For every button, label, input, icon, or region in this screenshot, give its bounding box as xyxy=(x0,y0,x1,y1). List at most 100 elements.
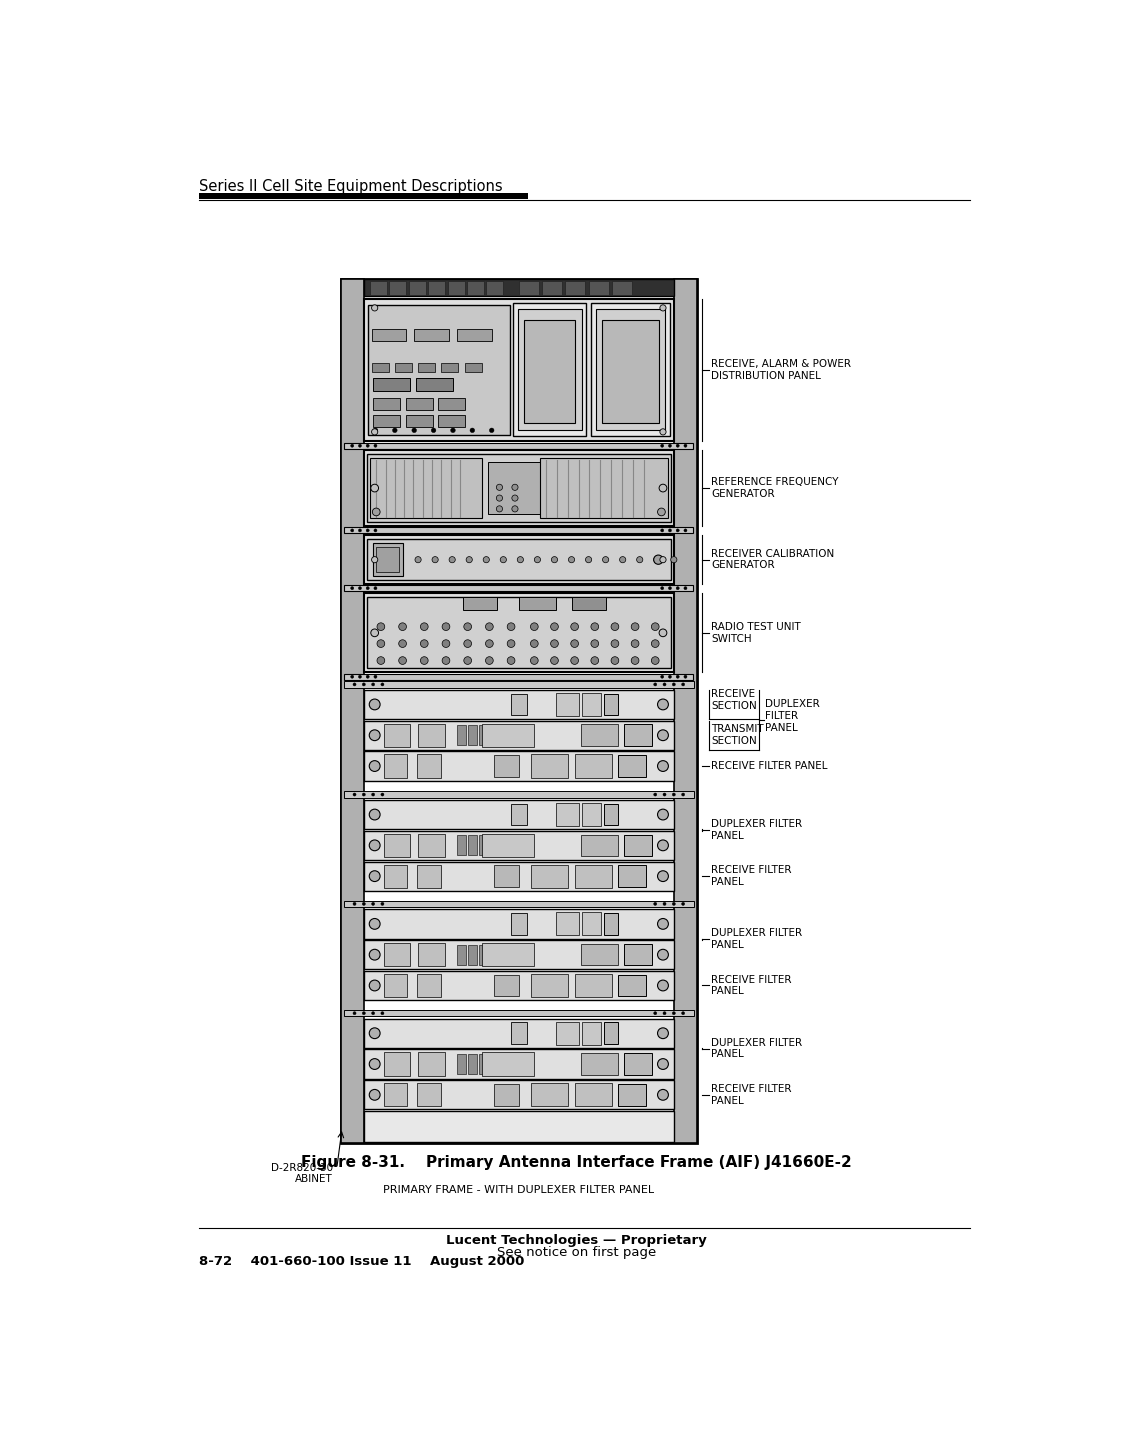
Circle shape xyxy=(483,556,489,563)
Circle shape xyxy=(657,729,668,741)
Circle shape xyxy=(673,684,675,686)
Circle shape xyxy=(512,485,518,490)
Circle shape xyxy=(371,556,378,563)
Circle shape xyxy=(351,675,353,678)
Polygon shape xyxy=(595,309,665,430)
Polygon shape xyxy=(602,320,659,423)
Circle shape xyxy=(442,623,450,631)
Circle shape xyxy=(668,529,672,532)
Circle shape xyxy=(362,902,366,905)
Text: Series II Cell Site Equipment Descriptions: Series II Cell Site Equipment Descriptio… xyxy=(199,180,503,194)
Circle shape xyxy=(531,623,538,631)
Text: RECEIVER CALIBRATION
GENERATOR: RECEIVER CALIBRATION GENERATOR xyxy=(711,549,835,571)
Polygon shape xyxy=(439,398,466,410)
Circle shape xyxy=(654,1011,657,1015)
Circle shape xyxy=(682,794,685,797)
Circle shape xyxy=(507,623,515,631)
Polygon shape xyxy=(363,535,674,583)
Circle shape xyxy=(663,684,666,686)
Text: RECEIVE FILTER
PANEL: RECEIVE FILTER PANEL xyxy=(711,1084,792,1105)
Circle shape xyxy=(372,508,380,516)
Circle shape xyxy=(442,639,450,648)
Polygon shape xyxy=(588,280,609,295)
Circle shape xyxy=(631,639,639,648)
Circle shape xyxy=(353,684,357,686)
Circle shape xyxy=(369,1090,380,1100)
Polygon shape xyxy=(363,909,674,938)
Polygon shape xyxy=(624,725,652,746)
Polygon shape xyxy=(457,945,466,965)
Circle shape xyxy=(531,656,538,665)
Circle shape xyxy=(660,305,666,310)
Polygon shape xyxy=(478,1054,488,1074)
Circle shape xyxy=(550,623,558,631)
Polygon shape xyxy=(519,280,539,295)
Polygon shape xyxy=(384,1084,407,1107)
Polygon shape xyxy=(363,299,674,440)
Circle shape xyxy=(568,556,575,563)
Text: RADIO TEST UNIT
SWITCH: RADIO TEST UNIT SWITCH xyxy=(711,622,801,644)
Circle shape xyxy=(570,639,578,648)
Circle shape xyxy=(369,729,380,741)
Circle shape xyxy=(512,506,518,512)
Polygon shape xyxy=(457,835,466,855)
Circle shape xyxy=(374,586,377,589)
Circle shape xyxy=(631,656,639,665)
Circle shape xyxy=(657,871,668,881)
Polygon shape xyxy=(416,755,441,778)
Circle shape xyxy=(371,305,378,310)
Circle shape xyxy=(682,684,685,686)
Polygon shape xyxy=(511,694,526,715)
Polygon shape xyxy=(556,694,579,716)
Circle shape xyxy=(676,675,680,678)
Text: RECEIVE FILTER
PANEL: RECEIVE FILTER PANEL xyxy=(711,975,792,997)
Polygon shape xyxy=(395,363,412,372)
Polygon shape xyxy=(604,914,618,935)
Polygon shape xyxy=(374,398,400,410)
Circle shape xyxy=(374,529,377,532)
Circle shape xyxy=(486,639,493,648)
Circle shape xyxy=(470,428,475,433)
Circle shape xyxy=(663,902,666,905)
Circle shape xyxy=(668,675,672,678)
Text: 8-72    401-660-100 Issue 11    August 2000: 8-72 401-660-100 Issue 11 August 2000 xyxy=(199,1256,524,1268)
Circle shape xyxy=(682,902,685,905)
Circle shape xyxy=(442,656,450,665)
Circle shape xyxy=(377,623,385,631)
Circle shape xyxy=(486,623,493,631)
Circle shape xyxy=(464,623,471,631)
Circle shape xyxy=(673,1011,675,1015)
Polygon shape xyxy=(467,280,484,295)
Polygon shape xyxy=(572,598,605,609)
Polygon shape xyxy=(418,1052,446,1075)
Circle shape xyxy=(366,586,369,589)
Circle shape xyxy=(353,1011,357,1015)
Polygon shape xyxy=(408,280,426,295)
Polygon shape xyxy=(511,804,526,825)
Circle shape xyxy=(371,485,378,492)
Circle shape xyxy=(362,1011,366,1015)
Circle shape xyxy=(611,656,619,665)
Polygon shape xyxy=(457,1054,466,1074)
Circle shape xyxy=(381,902,384,905)
Text: DUPLEXER
FILTER
PANEL: DUPLEXER FILTER PANEL xyxy=(765,699,820,732)
Polygon shape xyxy=(478,725,488,745)
Circle shape xyxy=(651,639,659,648)
Circle shape xyxy=(374,428,378,433)
Polygon shape xyxy=(511,914,526,935)
Polygon shape xyxy=(575,974,612,997)
Polygon shape xyxy=(344,443,693,449)
Polygon shape xyxy=(384,834,411,857)
Circle shape xyxy=(620,556,626,563)
Polygon shape xyxy=(363,1050,674,1078)
Circle shape xyxy=(676,529,680,532)
Polygon shape xyxy=(384,1052,411,1075)
Circle shape xyxy=(466,556,472,563)
Circle shape xyxy=(353,794,357,797)
Circle shape xyxy=(657,980,668,991)
Polygon shape xyxy=(604,1022,618,1044)
Circle shape xyxy=(531,639,538,648)
Polygon shape xyxy=(371,329,406,340)
Circle shape xyxy=(550,656,558,665)
Polygon shape xyxy=(363,940,674,970)
